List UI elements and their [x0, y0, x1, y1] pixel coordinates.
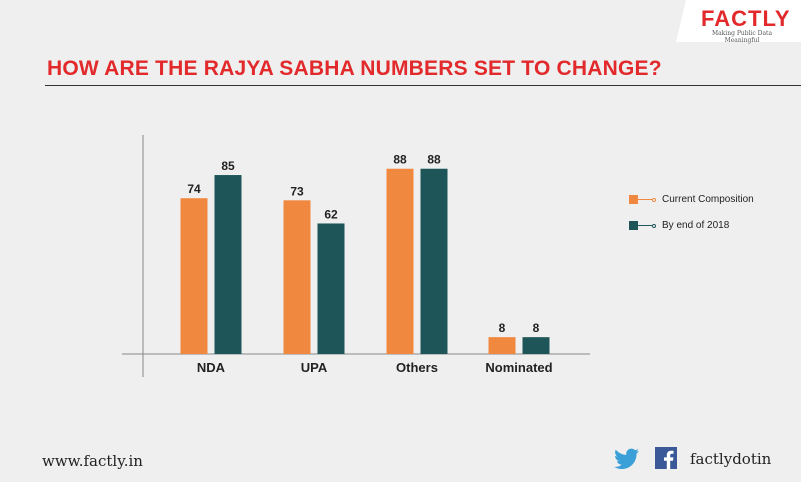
legend-dot-end2018	[652, 223, 656, 228]
bar-nda-series-2	[214, 175, 242, 354]
website-link[interactable]: www.factly.in	[42, 452, 143, 470]
bar-others-series-2	[420, 168, 448, 354]
category-label-upa: UPA	[301, 360, 328, 375]
legend-line-end2018	[638, 225, 652, 226]
data-label-upa-series-1: 73	[290, 184, 304, 198]
data-label-nominated-series-2: 8	[533, 321, 540, 335]
data-label-nda-series-1: 74	[187, 182, 201, 196]
legend-label-end2018: By end of 2018	[662, 220, 730, 231]
twitter-icon[interactable]	[614, 448, 640, 470]
legend-dot-current	[652, 197, 656, 202]
category-label-nda: NDA	[197, 360, 226, 375]
bar-others-series-1	[386, 168, 414, 354]
data-label-nominated-series-1: 8	[499, 321, 506, 335]
bar-upa-series-2	[317, 223, 345, 354]
category-label-nominated: Nominated	[485, 360, 552, 375]
legend-line-current	[638, 199, 652, 200]
logo-background	[676, 0, 801, 42]
bar-nominated-series-2	[522, 337, 550, 354]
bar-nda-series-1	[180, 198, 208, 354]
legend-swatch-current	[629, 195, 638, 204]
data-label-upa-series-2: 62	[324, 207, 338, 221]
category-label-others: Others	[396, 360, 438, 375]
bar-nominated-series-1	[488, 337, 516, 354]
legend-item-current: Current Composition	[629, 194, 754, 205]
bar-upa-series-1	[283, 200, 311, 354]
facebook-icon[interactable]	[655, 447, 677, 469]
title-divider	[45, 85, 801, 86]
data-label-others-series-2: 88	[427, 153, 441, 167]
data-label-nda-series-2: 85	[221, 159, 235, 173]
legend-swatch-end2018	[629, 221, 638, 230]
factly-logo[interactable]: FACTLY	[701, 6, 791, 31]
legend-label-current: Current Composition	[662, 194, 754, 205]
social-handle[interactable]: factlydotin	[690, 450, 772, 468]
chart-title: HOW ARE THE RAJYA SABHA NUMBERS SET TO C…	[47, 57, 662, 80]
logo-tagline: Making Public Data Meaningful	[711, 30, 773, 44]
data-label-others-series-1: 88	[393, 153, 407, 167]
legend-item-end2018: By end of 2018	[629, 220, 729, 231]
